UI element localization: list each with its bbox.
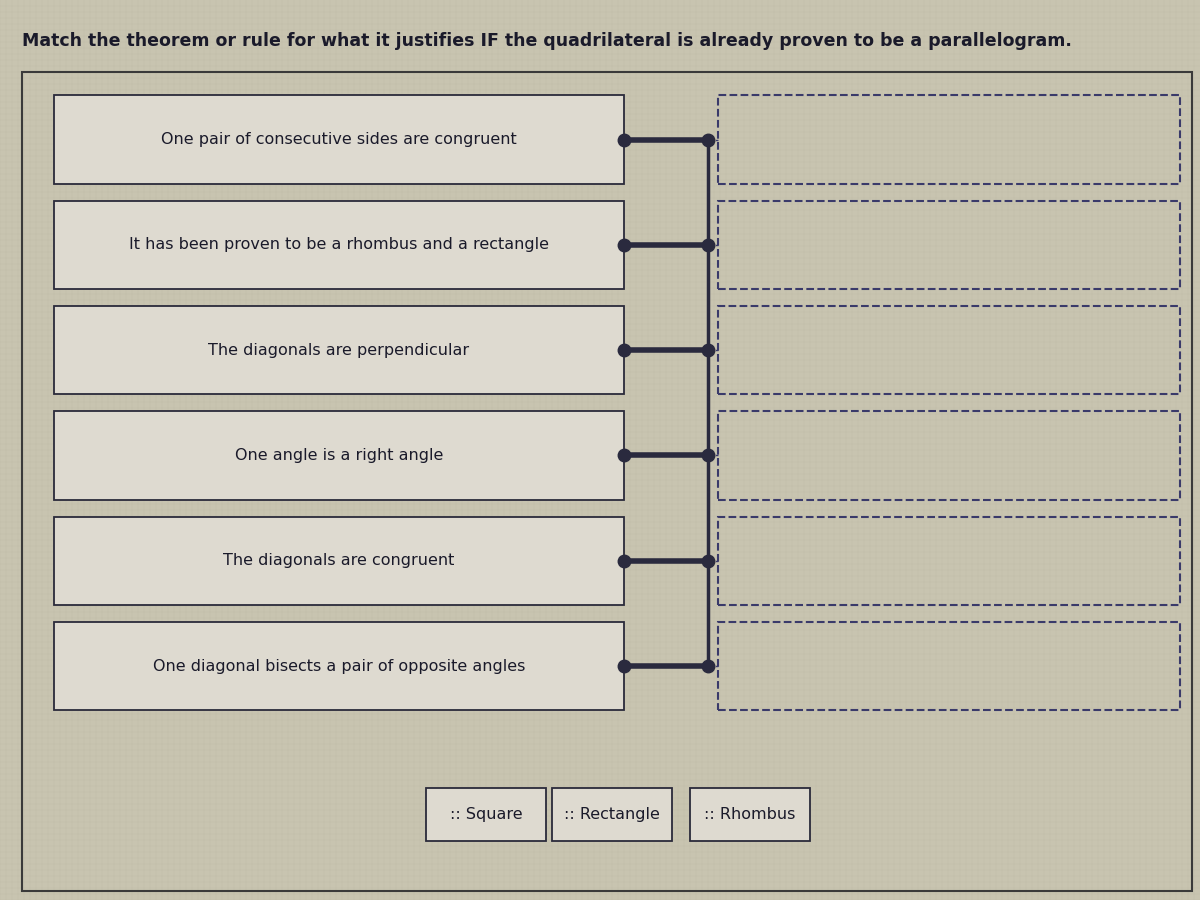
Bar	[54, 95, 624, 184]
Text: One pair of consecutive sides are congruent: One pair of consecutive sides are congru…	[161, 132, 517, 147]
Bar	[718, 95, 1180, 184]
Text: The diagonals are perpendicular: The diagonals are perpendicular	[209, 343, 469, 357]
Text: It has been proven to be a rhombus and a rectangle: It has been proven to be a rhombus and a…	[130, 238, 550, 252]
Text: One angle is a right angle: One angle is a right angle	[235, 448, 443, 463]
Text: The diagonals are congruent: The diagonals are congruent	[223, 554, 455, 568]
Bar	[54, 517, 624, 605]
Bar	[718, 411, 1180, 500]
Bar	[552, 788, 672, 841]
Bar	[54, 622, 624, 710]
Bar	[54, 306, 624, 394]
Bar	[718, 622, 1180, 710]
Text: One diagonal bisects a pair of opposite angles: One diagonal bisects a pair of opposite …	[152, 659, 526, 673]
Text: :: Square: :: Square	[450, 807, 522, 822]
Bar	[54, 201, 624, 289]
Bar	[54, 411, 624, 500]
Bar	[718, 517, 1180, 605]
Bar	[690, 788, 810, 841]
Bar	[426, 788, 546, 841]
Bar	[718, 201, 1180, 289]
Text: Match the theorem or rule for what it justifies IF the quadrilateral is already : Match the theorem or rule for what it ju…	[22, 32, 1072, 50]
Text: :: Rhombus: :: Rhombus	[704, 807, 796, 822]
Text: :: Rectangle: :: Rectangle	[564, 807, 660, 822]
Bar	[718, 306, 1180, 394]
